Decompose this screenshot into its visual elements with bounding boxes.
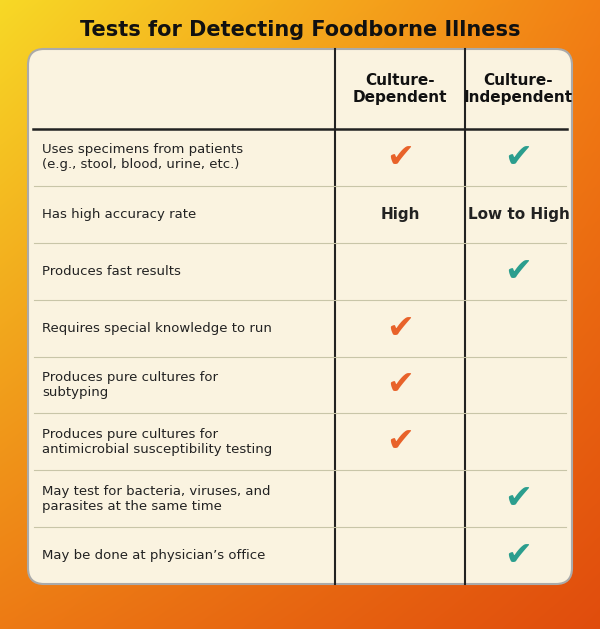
Text: Requires special knowledge to run: Requires special knowledge to run — [42, 321, 272, 335]
Text: Has high accuracy rate: Has high accuracy rate — [42, 208, 196, 221]
Text: Uses specimens from patients
(e.g., stool, blood, urine, etc.): Uses specimens from patients (e.g., stoo… — [42, 143, 243, 172]
Text: ✔: ✔ — [386, 425, 414, 459]
Text: ✔: ✔ — [505, 255, 533, 287]
Text: Produces fast results: Produces fast results — [42, 265, 181, 277]
Text: ✔: ✔ — [505, 141, 533, 174]
Text: Low to High: Low to High — [467, 207, 569, 222]
Text: ✔: ✔ — [505, 482, 533, 515]
Text: May be done at physician’s office: May be done at physician’s office — [42, 549, 265, 562]
Text: ✔: ✔ — [505, 539, 533, 572]
Text: Produces pure cultures for
subtyping: Produces pure cultures for subtyping — [42, 371, 218, 399]
Text: Produces pure cultures for
antimicrobial susceptibility testing: Produces pure cultures for antimicrobial… — [42, 428, 272, 456]
Text: ✔: ✔ — [386, 311, 414, 345]
Text: ✔: ✔ — [386, 369, 414, 401]
Text: ✔: ✔ — [386, 141, 414, 174]
Text: May test for bacteria, viruses, and
parasites at the same time: May test for bacteria, viruses, and para… — [42, 485, 271, 513]
Text: Tests for Detecting Foodborne Illness: Tests for Detecting Foodborne Illness — [80, 20, 520, 40]
Text: Culture-
Dependent: Culture- Dependent — [353, 73, 447, 105]
FancyBboxPatch shape — [28, 49, 572, 584]
Text: Culture-
Independent: Culture- Independent — [464, 73, 573, 105]
Text: High: High — [380, 207, 420, 222]
